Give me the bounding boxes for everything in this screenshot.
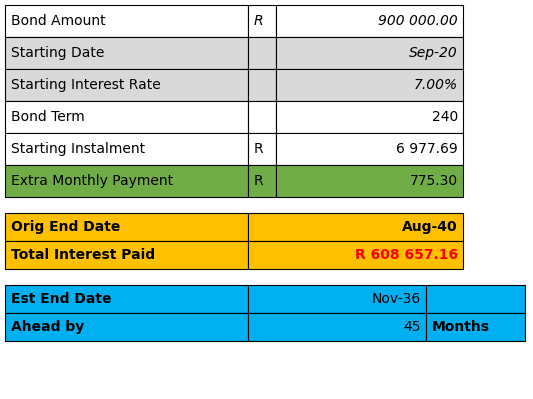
Bar: [248, 313, 426, 341]
Text: R: R: [254, 174, 264, 188]
Bar: [5, 213, 248, 241]
Bar: [426, 285, 525, 313]
Text: R 608 657.16: R 608 657.16: [355, 248, 458, 262]
Bar: [426, 313, 525, 341]
Bar: [276, 37, 463, 69]
Bar: [5, 5, 248, 37]
Text: R: R: [254, 14, 264, 28]
Text: Starting Instalment: Starting Instalment: [11, 142, 145, 156]
Text: Bond Amount: Bond Amount: [11, 14, 106, 28]
Bar: [276, 101, 463, 133]
Text: Starting Interest Rate: Starting Interest Rate: [11, 78, 161, 92]
Text: Extra Monthly Payment: Extra Monthly Payment: [11, 174, 173, 188]
Text: Months: Months: [432, 320, 490, 334]
Text: Orig End Date: Orig End Date: [11, 220, 120, 234]
Text: Aug-40: Aug-40: [402, 220, 458, 234]
Text: Starting Date: Starting Date: [11, 46, 104, 60]
Bar: [248, 37, 276, 69]
Bar: [276, 133, 463, 165]
Bar: [5, 37, 248, 69]
Text: Bond Term: Bond Term: [11, 110, 85, 124]
Bar: [5, 133, 248, 165]
Bar: [5, 165, 248, 197]
Text: Est End Date: Est End Date: [11, 292, 111, 306]
Bar: [248, 69, 276, 101]
Bar: [248, 165, 276, 197]
Bar: [276, 5, 463, 37]
Bar: [5, 101, 248, 133]
Text: Ahead by: Ahead by: [11, 320, 84, 334]
Bar: [248, 5, 276, 37]
Bar: [248, 285, 426, 313]
Bar: [248, 101, 276, 133]
Text: 900 000.00: 900 000.00: [378, 14, 458, 28]
Bar: [248, 241, 463, 269]
Bar: [5, 69, 248, 101]
Bar: [5, 313, 248, 341]
Text: 7.00%: 7.00%: [414, 78, 458, 92]
Bar: [248, 133, 276, 165]
Text: 45: 45: [403, 320, 421, 334]
Bar: [276, 69, 463, 101]
Text: 6 977.69: 6 977.69: [396, 142, 458, 156]
Bar: [5, 285, 248, 313]
Text: Total Interest Paid: Total Interest Paid: [11, 248, 155, 262]
Bar: [276, 165, 463, 197]
Bar: [248, 213, 463, 241]
Bar: [5, 241, 248, 269]
Text: 240: 240: [432, 110, 458, 124]
Text: Nov-36: Nov-36: [372, 292, 421, 306]
Text: Sep-20: Sep-20: [409, 46, 458, 60]
Text: 775.30: 775.30: [410, 174, 458, 188]
Text: R: R: [254, 142, 264, 156]
